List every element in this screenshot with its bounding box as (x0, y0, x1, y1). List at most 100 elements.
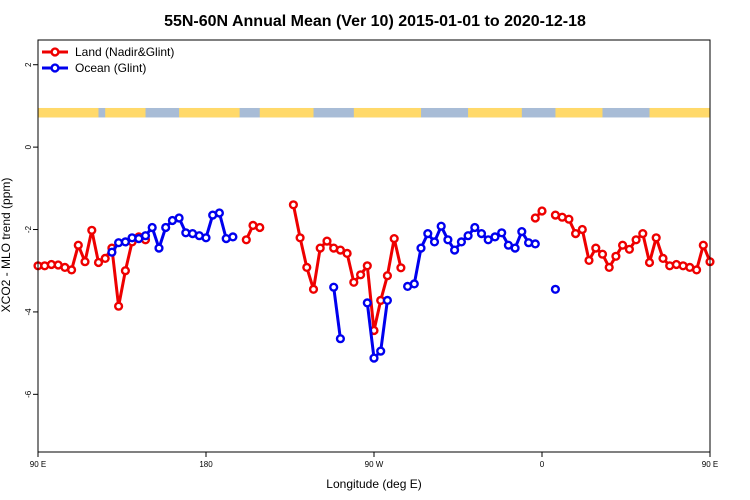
data-point (302, 262, 312, 273)
data-point (255, 222, 265, 233)
series-line (365, 300, 389, 360)
data-point (335, 245, 346, 255)
series-line (332, 287, 342, 339)
map-strip-land (105, 107, 146, 118)
y-tick-label: -6 (24, 390, 33, 398)
data-point (228, 232, 238, 242)
data-point (342, 248, 352, 259)
data-point (638, 229, 648, 239)
map-strip-land (259, 107, 314, 118)
data-point (308, 284, 319, 294)
data-point (450, 245, 460, 255)
data-point (329, 282, 339, 292)
data-point (597, 249, 608, 259)
y-axis-ticks: 2 0 -2 -4 -6 (24, 62, 38, 398)
data-point (369, 353, 379, 363)
data-point (658, 253, 668, 264)
data-point (631, 235, 641, 245)
data-point (174, 213, 184, 223)
data-point (120, 266, 131, 276)
data-point (362, 261, 372, 271)
data-point (382, 271, 393, 281)
map-strip-land (179, 107, 240, 118)
series-1 (107, 208, 561, 363)
data-point (510, 243, 520, 253)
plot-series (33, 200, 715, 363)
y-tick-label: 0 (24, 144, 33, 149)
data-point (80, 257, 90, 267)
data-point (295, 233, 305, 243)
data-point (161, 222, 171, 233)
legend-marker (50, 63, 60, 73)
legend-marker (50, 47, 60, 57)
data-point (530, 239, 540, 249)
data-point (443, 235, 453, 245)
data-point (470, 222, 480, 233)
data-point (564, 214, 574, 224)
data-point (611, 251, 621, 261)
data-point (537, 206, 547, 216)
y-tick-label: 2 (24, 62, 33, 67)
data-point (436, 221, 446, 231)
data-point (389, 234, 399, 244)
data-point (107, 247, 117, 257)
y-tick-label: -2 (24, 225, 33, 233)
data-point (530, 213, 540, 223)
chart-title: 55N-60N Annual Mean (Ver 10) 2015-01-01 … (164, 13, 586, 30)
map-strip (38, 107, 710, 118)
data-point (201, 233, 211, 243)
data-point (241, 235, 251, 245)
data-point (698, 240, 708, 250)
data-point (288, 200, 299, 210)
data-point (423, 229, 433, 239)
legend-label: Ocean (Glint) (75, 61, 146, 75)
data-point (409, 279, 419, 289)
data-point (416, 243, 426, 253)
x-tick-label: 90 E (30, 460, 46, 469)
data-point (604, 262, 614, 273)
data-point (335, 334, 346, 344)
x-axis-ticks: 90 E 180 90 W 0 90 E (30, 452, 718, 469)
x-axis-label: Longitude (deg E) (326, 477, 421, 491)
data-point (429, 237, 440, 247)
data-point (376, 346, 386, 356)
data-point (100, 253, 110, 264)
x-tick-label: 0 (540, 460, 545, 469)
map-strip-land (38, 107, 99, 118)
data-point (456, 237, 467, 247)
map-strip-land (555, 107, 603, 118)
data-point (550, 284, 561, 294)
data-point (87, 225, 97, 235)
map-strip-land (649, 107, 710, 118)
data-point (517, 227, 527, 237)
map-strip-land (353, 107, 422, 118)
data-point (570, 229, 581, 239)
data-point (617, 240, 628, 250)
data-point (591, 243, 601, 253)
y-tick-label: -4 (24, 308, 33, 316)
data-point (382, 295, 393, 306)
x-tick-label: 90 E (702, 460, 718, 469)
data-point (93, 257, 104, 268)
legend-label: Land (Nadir&Glint) (75, 45, 174, 59)
data-point (463, 231, 473, 241)
data-point (73, 240, 83, 250)
x-tick-label: 180 (199, 460, 213, 469)
data-point (490, 232, 500, 242)
data-point (644, 257, 655, 268)
data-point (113, 301, 124, 311)
data-point (66, 265, 77, 275)
data-point (356, 270, 366, 280)
map-strip-land (468, 107, 522, 118)
data-point (315, 243, 325, 253)
data-point (120, 237, 131, 247)
data-point (577, 224, 587, 235)
data-point (691, 265, 702, 275)
data-point (147, 222, 157, 233)
data-point (214, 208, 225, 218)
data-point (651, 233, 661, 243)
plot-frame (37, 39, 711, 453)
data-point (362, 298, 372, 308)
data-point (476, 229, 487, 239)
